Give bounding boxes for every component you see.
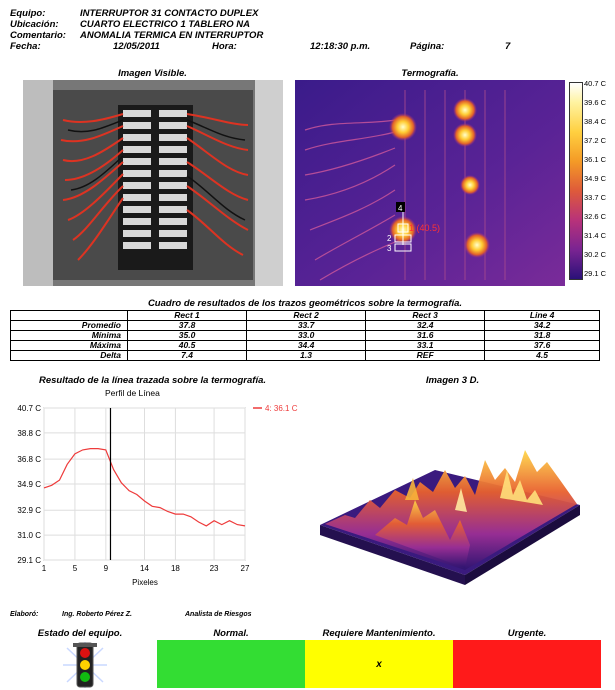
y-tick-label: 36.8 C [17,455,41,464]
table-cell: 4.5 [484,350,600,361]
hora-value: 12:18:30 p.m. [310,41,371,52]
x-tick-label: 27 [241,564,250,573]
table-cell: 33.7 [246,320,367,331]
elaboro-role: Analista de Riesgos [185,611,252,618]
scale-label: 36.1 C [584,155,607,164]
fecha-value: 12/05/2011 [113,41,160,52]
elaboro-name: Ing. Roberto Pérez Z. [62,611,133,618]
table-cell: 34.4 [246,340,367,351]
x-tick-label: 23 [210,564,219,573]
scale-label: 40.7 C [584,79,607,88]
x-tick-label: 1 [42,564,47,573]
normal-label: Normal. [213,628,249,639]
scale-label: 31.4 C [584,231,607,240]
marker-2: 2 [387,234,392,243]
line-profile-chart: 40.7 C 38.8 C 36.8 C 34.9 C 32.9 C 31.0 C 29.1… [17,404,298,587]
x-axis-label: Pixeles [132,578,158,587]
scale-label: 33.7 C [584,193,607,202]
series-line-4 [43,447,246,527]
thermal-3d-plot [320,450,580,585]
column-header: Rect 3 [365,310,486,321]
scale-label: 29.1 C [584,269,607,278]
fecha-label: Fecha: [10,41,41,52]
row-label: Mínima [10,330,128,341]
hora-label: Hora: [212,41,237,52]
pagina-value: 7 [505,41,511,52]
table-cell: 33.1 [365,340,486,351]
table-cell: 33.0 [246,330,367,341]
thermogram-image: 4 1 (40.5) 2 3 [295,80,565,286]
ubicacion-label: Ubicación: [10,19,59,30]
scale-label: 34.9 C [584,174,607,183]
status-mark: x [376,659,382,670]
y-tick-label: 38.8 C [17,429,41,438]
scale-label: 30.2 C [584,250,607,259]
temperature-scale-bar [569,82,583,280]
line-chart-caption: Resultado de la línea trazada sobre la t… [38,375,267,386]
results-title: Cuadro de resultados de los trazos geomé… [147,298,463,309]
table-cell: 35.0 [126,330,248,341]
table-row: Mínima 35.0 33.0 31.6 31.8 [10,330,600,341]
scale-label: 32.6 C [584,212,607,221]
ubicacion-value: CUARTO ELECTRICO 1 TABLERO NA [80,19,250,30]
visible-image-caption: Imagen Visible. [118,68,187,79]
table-cell: 1.3 [246,350,367,361]
x-tick-label: 18 [171,564,180,573]
visible-photo [23,80,283,286]
table-header-row: Rect 1 Rect 2 Rect 3 Line 4 [10,310,600,321]
estado-label: Estado del equipo. [37,628,123,639]
y-tick-label: 32.9 C [17,506,41,515]
row-label: Delta [10,350,128,361]
legend-label: 4: 36.1 C [265,404,298,413]
table-cell: 31.8 [484,330,600,341]
table-cell: 34.2 [484,320,600,331]
table-cell: 7.4 [126,350,248,361]
table-row: Promedio 37.8 33.7 32.4 34.2 [10,320,600,331]
y-tick-label: 31.0 C [17,531,41,540]
table-cell: 40.5 [126,340,248,351]
x-tick-label: 9 [104,564,109,573]
mantenimiento-label: Requiere Mantenimiento. [322,628,436,639]
scale-label: 38.4 C [584,117,607,126]
temperature-scale-labels: 40.7 C 39.6 C 38.4 C 37.2 C 36.1 C 34.9 … [584,79,614,284]
status-normal-box [157,640,305,688]
y-tick-label: 29.1 C [17,556,41,565]
status-urgent-box [453,640,601,688]
equipo-label: Equipo: [10,8,46,19]
table-row: Máxima 40.5 34.4 33.1 37.6 [10,340,600,351]
row-label: Máxima [10,340,128,351]
marker-1: 1 (40.5) [409,223,440,233]
thermo-image-caption: Termografía. [401,68,459,79]
table-cell: 32.4 [365,320,486,331]
y-tick-label: 40.7 C [17,404,41,413]
marker-3: 3 [387,244,392,253]
status-maintenance-box: x [305,640,453,688]
row-label: Promedio [10,320,128,331]
table-cell: 37.6 [484,340,600,351]
column-header: Rect 2 [246,310,367,321]
comentario-value: ANOMALIA TERMICA EN INTERRUPTOR [80,30,264,41]
elaboro-label: Elaboró: [10,611,39,618]
table-row: Delta 7.4 1.3 REF 4.5 [10,350,600,361]
table-cell: 37.8 [126,320,248,331]
scale-label: 39.6 C [584,98,607,107]
table-cell: REF [365,350,486,361]
column-header: Rect 1 [126,310,248,321]
equipo-value: INTERRUPTOR 31 CONTACTO DUPLEX [80,8,259,19]
results-table: Rect 1 Rect 2 Rect 3 Line 4 Promedio 37.… [10,310,600,361]
x-tick-label: 14 [140,564,149,573]
traffic-light-icon [63,642,107,688]
image-3d-caption: Imagen 3 D. [425,375,480,386]
scale-label: 37.2 C [584,136,607,145]
comentario-label: Comentario: [10,30,66,41]
urgente-label: Urgente. [507,628,547,639]
table-cell: 31.6 [365,330,486,341]
y-tick-label: 34.9 C [17,480,41,489]
marker-4: 4 [398,204,403,213]
line-chart-subtitle: Perfil de Línea [105,388,160,398]
table-corner [10,310,128,321]
column-header: Line 4 [484,310,600,321]
x-tick-label: 5 [73,564,78,573]
pagina-label: Página: [410,41,445,52]
